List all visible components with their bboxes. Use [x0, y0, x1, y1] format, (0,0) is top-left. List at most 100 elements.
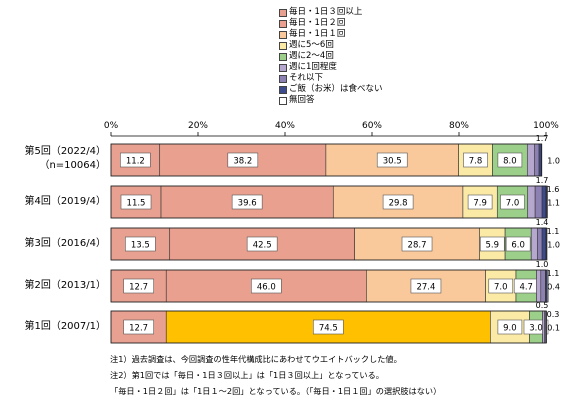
legend-item: 毎日・1日１回: [279, 29, 383, 40]
bar-outline: [110, 143, 543, 177]
data-label: 11.5: [127, 199, 146, 209]
chart-legend: 毎日・1日３回以上 毎日・1日２回 毎日・1日１回 週に5～6回 週に2～4回 週に1回程…: [279, 7, 383, 106]
bar-segment: [536, 269, 542, 303]
legend-swatch: [279, 19, 287, 28]
legend-item: 週に2～4回: [279, 51, 383, 62]
legend-label: ご飯（お米）は食べない: [289, 84, 383, 94]
data-label-box: [488, 278, 514, 294]
bar-segment: [546, 227, 548, 261]
data-label-box: [410, 278, 442, 294]
data-label-box: [523, 319, 549, 335]
data-label: 0.4: [547, 283, 560, 292]
bar-outline: [110, 269, 547, 303]
legend-swatch: [279, 8, 287, 17]
data-label: 12.7: [129, 324, 148, 334]
data-label: 7.9: [473, 199, 487, 209]
bar-segment: [547, 269, 549, 303]
data-label-box: [382, 194, 414, 210]
legend-item: 毎日・1日２回: [279, 18, 383, 29]
data-label: 8.0: [503, 157, 517, 167]
legend-item: 週に5～6回: [279, 40, 383, 51]
footnote-1: 注1）過去調査は、今回調査の性年代構成比にあわせてウエイトバックした値。: [110, 354, 402, 364]
data-label: 1.1: [547, 199, 560, 208]
data-label: 29.8: [389, 199, 408, 209]
legend-swatch: [279, 96, 287, 105]
x-tick-label: 40%: [275, 121, 295, 131]
data-label: 1.4: [536, 218, 549, 227]
data-label-box: [479, 236, 505, 252]
legend-swatch: [279, 41, 287, 50]
data-label-box: [376, 152, 408, 168]
data-label: 1.0: [536, 260, 549, 269]
x-tick-label: 80%: [449, 121, 469, 131]
legend-swatch: [279, 63, 287, 72]
legend-item: 毎日・1日３回以上: [279, 7, 383, 18]
data-label-box: [120, 194, 152, 210]
data-label: 7.8: [469, 157, 483, 167]
data-label: 7.0: [494, 283, 508, 293]
bar-segment: [530, 227, 538, 261]
data-label: 1.6: [547, 185, 560, 194]
legend-swatch: [279, 52, 287, 61]
bar-segment: [526, 143, 535, 177]
bar-segment: [546, 185, 548, 219]
data-label-box: [125, 236, 156, 252]
legend-item: ご飯（お米）は食べない: [279, 84, 383, 95]
data-label: 46.0: [257, 283, 276, 293]
data-label: 27.4: [416, 283, 435, 293]
data-label: 39.6: [238, 199, 257, 209]
bar-outline: [110, 185, 547, 219]
data-label: 1.0: [547, 157, 560, 166]
data-label: 42.5: [253, 241, 272, 251]
data-label-box: [246, 236, 278, 252]
legend-item: それ以下: [279, 73, 383, 84]
bar-segment: [527, 185, 536, 219]
category-label: 第4回（2019/4）: [24, 196, 106, 207]
category-label: 第1回（2007/1）: [24, 321, 106, 332]
data-label: 30.5: [383, 157, 402, 167]
legend-label: 毎日・1日１回: [289, 29, 346, 39]
legend-swatch: [279, 74, 287, 83]
bar-outline: [110, 310, 547, 344]
legend-label: 無回答: [289, 95, 315, 105]
x-tick-label: 100%: [533, 121, 559, 131]
category-label: 第3回（2016/4）: [24, 238, 106, 249]
data-label-box: [463, 152, 488, 168]
data-label: 12.7: [129, 283, 148, 293]
x-tick-label: 60%: [362, 121, 382, 131]
data-label: 38.2: [233, 157, 252, 167]
data-label: 5.9: [486, 241, 500, 251]
data-label: 1.1: [547, 227, 560, 236]
data-label-box: [401, 236, 433, 252]
data-label-box: [120, 152, 151, 168]
legend-swatch: [279, 30, 287, 39]
bar-segment: [534, 185, 543, 219]
legend-item: 無回答: [279, 95, 383, 106]
data-label-box: [250, 278, 282, 294]
data-label-box: [467, 194, 493, 210]
data-label: 13.5: [131, 241, 150, 251]
footnote-2: 注2）第1回では「毎日・1日３回以上」は「1日３回以上」となっている。: [110, 370, 384, 380]
data-label: 11.2: [126, 157, 145, 167]
x-tick-label: 0%: [104, 121, 119, 131]
data-label: 4.7: [519, 283, 533, 293]
legend-label: 毎日・1日３回以上: [289, 7, 363, 17]
data-label: 0.1: [547, 324, 560, 333]
data-label: 1.1: [547, 269, 560, 278]
footnotes: 注1）過去調査は、今回調査の性年代構成比にあわせてウエイトバックした値。 注2）…: [110, 351, 441, 399]
data-label-box: [497, 152, 523, 168]
legend-label: 週に5～6回: [289, 40, 334, 50]
footnote-3: 「毎日・1日２回」は「1日１～2回」となっている。（「毎日・1日１回」の選択肢は…: [110, 386, 442, 396]
data-label-box: [123, 319, 154, 335]
category-label: 第5回（2022/4）: [24, 146, 106, 157]
data-label: 28.7: [408, 241, 427, 251]
legend-swatch: [279, 85, 287, 94]
bar-outline: [110, 227, 547, 261]
legend-label: 週に2～4回: [289, 51, 334, 61]
bar-segment: [542, 310, 545, 344]
legend-label: 週に1回程度: [289, 62, 337, 72]
data-label-box: [497, 319, 523, 335]
bar-segment: [540, 269, 546, 303]
